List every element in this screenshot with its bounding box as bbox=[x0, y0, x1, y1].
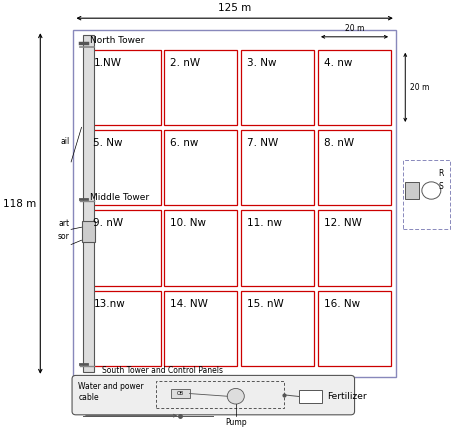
Text: 8. nW: 8. nW bbox=[324, 138, 354, 148]
Text: 3. Nw: 3. Nw bbox=[247, 58, 276, 68]
Text: 20 m: 20 m bbox=[345, 24, 364, 33]
Text: North Tower: North Tower bbox=[90, 36, 145, 45]
Text: 7. NW: 7. NW bbox=[247, 138, 278, 148]
Bar bbox=[318, 291, 391, 366]
Bar bbox=[83, 35, 94, 372]
Text: 16. Nw: 16. Nw bbox=[324, 299, 360, 309]
Text: 5. Nw: 5. Nw bbox=[93, 138, 123, 148]
FancyBboxPatch shape bbox=[72, 375, 355, 415]
Text: 118 m: 118 m bbox=[3, 198, 36, 209]
Text: ail: ail bbox=[60, 137, 70, 145]
Text: 1.NW: 1.NW bbox=[93, 58, 121, 68]
Text: Water and power
cable: Water and power cable bbox=[78, 382, 144, 402]
Bar bbox=[88, 50, 161, 125]
Bar bbox=[241, 291, 314, 366]
Bar bbox=[82, 221, 95, 242]
Bar bbox=[241, 50, 314, 125]
Bar bbox=[318, 50, 391, 125]
Bar bbox=[171, 389, 190, 398]
Text: sor: sor bbox=[58, 232, 70, 241]
Bar bbox=[318, 210, 391, 286]
Bar bbox=[156, 381, 284, 408]
Bar bbox=[241, 210, 314, 286]
Bar bbox=[88, 210, 161, 286]
Text: art: art bbox=[59, 219, 70, 228]
Text: OB: OB bbox=[176, 391, 184, 396]
Text: Pump: Pump bbox=[225, 418, 246, 427]
Text: 15. nW: 15. nW bbox=[247, 299, 284, 309]
Text: R: R bbox=[438, 169, 444, 178]
Text: 2. nW: 2. nW bbox=[170, 58, 201, 68]
Text: 9. nW: 9. nW bbox=[93, 218, 124, 228]
Bar bbox=[318, 130, 391, 205]
Circle shape bbox=[422, 182, 441, 199]
Text: 13.nw: 13.nw bbox=[93, 299, 125, 309]
Text: 4. nw: 4. nw bbox=[324, 58, 352, 68]
Text: S: S bbox=[438, 182, 443, 191]
Bar bbox=[164, 291, 237, 366]
Text: 10. Nw: 10. Nw bbox=[170, 218, 206, 228]
Text: 14. NW: 14. NW bbox=[170, 299, 208, 309]
Bar bbox=[88, 130, 161, 205]
Text: 20 m: 20 m bbox=[410, 83, 429, 92]
Circle shape bbox=[227, 388, 244, 404]
Bar bbox=[164, 210, 237, 286]
Bar bbox=[73, 30, 396, 377]
Text: South Tower and Control Panels: South Tower and Control Panels bbox=[102, 365, 223, 375]
Text: 11. nw: 11. nw bbox=[247, 218, 282, 228]
Bar bbox=[299, 390, 322, 403]
Bar bbox=[88, 291, 161, 366]
Text: 12. NW: 12. NW bbox=[324, 218, 362, 228]
Text: Middle Tower: Middle Tower bbox=[90, 193, 149, 202]
Bar bbox=[403, 160, 450, 229]
Bar bbox=[405, 182, 419, 199]
Text: Fertilizer: Fertilizer bbox=[327, 392, 367, 401]
Bar bbox=[241, 130, 314, 205]
Bar bbox=[164, 50, 237, 125]
Text: 6. nw: 6. nw bbox=[170, 138, 199, 148]
Bar bbox=[164, 130, 237, 205]
Text: 125 m: 125 m bbox=[218, 3, 251, 13]
